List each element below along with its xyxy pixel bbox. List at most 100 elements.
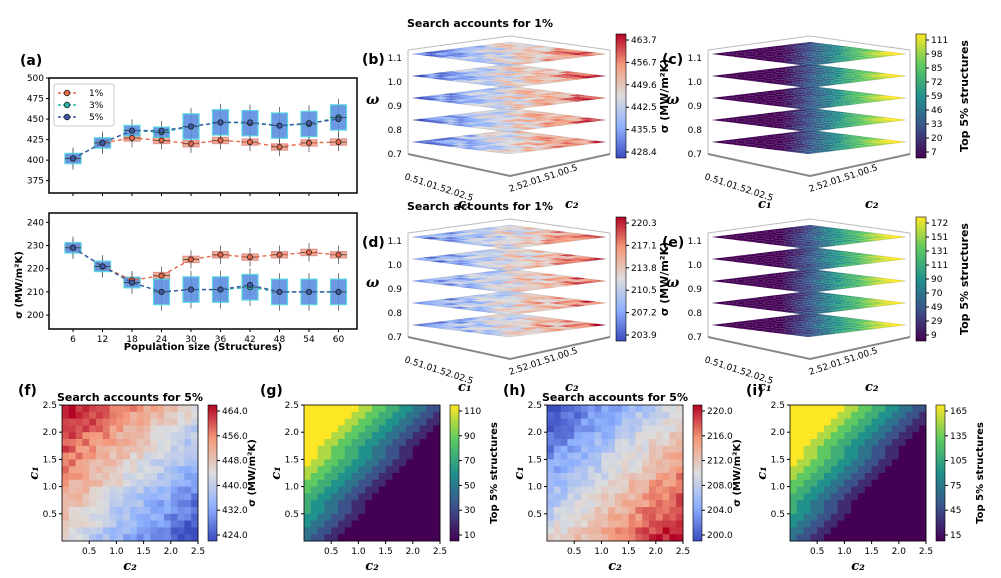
panel-h: (h) Search accounts for 5%0.5 1.0 1.5 2.0 2.5… — [503, 383, 743, 574]
layer-cell — [848, 136, 868, 139]
layer-cell — [489, 265, 509, 268]
heatmap-cell — [426, 486, 434, 494]
layer-cell — [480, 90, 500, 94]
heatmap-cell — [116, 459, 124, 467]
layer-cell — [518, 127, 538, 130]
layer-cell — [500, 132, 520, 135]
layer-cell — [470, 136, 490, 139]
layer-cell — [431, 96, 451, 100]
layer-cell — [809, 235, 829, 239]
heatmap-cell — [817, 500, 825, 508]
heatmap-cell — [601, 405, 609, 413]
layer-cell — [837, 263, 857, 267]
heatmap-cell — [553, 459, 561, 467]
heatmap-cell — [143, 425, 151, 433]
heatmap-cell — [68, 507, 76, 515]
layer-cell — [837, 327, 858, 330]
heatmap-cell — [553, 500, 561, 508]
layer-cell — [799, 54, 819, 57]
heatmap-cell — [143, 500, 151, 508]
heatmap-cell — [844, 445, 852, 453]
x-tick-label: 2.0 — [649, 547, 664, 557]
layer-cell — [770, 323, 790, 327]
panel-g: (g)0.5 1.0 1.5 2.0 2.50.51.01.52.02.5c₂c₁110… — [260, 383, 500, 574]
heatmap-cell — [170, 411, 178, 419]
heatmap-cell — [130, 513, 138, 521]
heatmap-cell — [351, 493, 359, 501]
colorbar-tick-label: 213.8 — [631, 264, 657, 274]
layer-cell — [808, 311, 828, 314]
layer-cell — [537, 122, 558, 125]
layer-cell — [479, 144, 499, 147]
x-tick-label: 1.5 — [864, 547, 878, 557]
layer-cell — [761, 68, 781, 72]
heatmap-cell — [82, 459, 90, 467]
layer-cell — [799, 122, 819, 125]
heatmap-cell — [358, 479, 366, 487]
heatmap-cell — [803, 479, 811, 487]
heatmap-cell — [615, 479, 623, 487]
heatmap-cell — [594, 473, 602, 481]
heatmap-cell — [601, 445, 609, 453]
heatmap-cell — [102, 500, 110, 508]
layer-cell — [480, 249, 500, 252]
heatmap-cell — [649, 520, 657, 528]
layer-cell — [528, 299, 548, 302]
layer-cell — [490, 114, 510, 117]
layer-cell — [828, 72, 848, 75]
heatmap-cell — [310, 486, 318, 494]
heatmap-cell — [824, 513, 832, 521]
heatmap-cell — [96, 445, 104, 453]
layer-cell — [518, 76, 538, 79]
layer-cell — [461, 90, 481, 94]
heatmap-cell — [372, 500, 380, 508]
layer-cell — [780, 95, 800, 98]
heatmap-cell — [96, 527, 104, 535]
layer-cell — [789, 257, 809, 261]
heatmap-cell — [553, 520, 561, 528]
heatmap-cell — [385, 500, 393, 508]
heatmap-cell — [351, 411, 359, 419]
heatmap-cell — [837, 466, 845, 474]
z-tick-label: 0.7 — [388, 333, 402, 343]
heatmap-cell — [676, 534, 684, 542]
heatmap-cell — [184, 405, 192, 413]
heatmap-cell — [560, 520, 568, 528]
heatmap-cell — [905, 493, 913, 501]
heatmap-cell — [878, 445, 886, 453]
heatmap-cell — [191, 479, 199, 487]
series-point-1% — [187, 140, 194, 147]
heatmap-cell — [851, 418, 859, 426]
heatmap-cell — [669, 520, 677, 528]
heatmap-cell — [567, 459, 575, 467]
heatmap-cell — [177, 411, 185, 419]
layer-cell — [547, 52, 568, 56]
heatmap-cell — [150, 405, 158, 413]
layer-cell — [508, 55, 529, 58]
layer-cell — [799, 120, 819, 123]
heatmap-cell — [89, 507, 97, 515]
layer-cell — [500, 293, 520, 296]
heatmap-cell — [601, 486, 609, 494]
layer-cell — [809, 140, 829, 144]
layer-cell — [451, 114, 471, 117]
layer-cell — [857, 122, 877, 125]
layer-cell — [799, 259, 819, 262]
layer-cell — [809, 255, 829, 258]
layer-cell — [528, 121, 548, 124]
layer-cell — [509, 255, 529, 258]
layer-cell — [528, 304, 548, 307]
layer-cell — [798, 285, 819, 289]
layer-cell — [508, 243, 528, 246]
heatmap-cell — [642, 513, 650, 521]
layer-cell — [557, 256, 577, 259]
layer-cell — [489, 257, 509, 261]
layer-cell — [867, 121, 887, 124]
heatmap-cell — [796, 432, 804, 440]
heatmap-cell — [919, 513, 927, 521]
layer-cell — [819, 66, 839, 69]
layer-cell — [528, 306, 548, 309]
heatmap-cell — [170, 520, 178, 528]
heatmap-cell — [385, 527, 393, 535]
heatmap-cell — [587, 479, 595, 487]
